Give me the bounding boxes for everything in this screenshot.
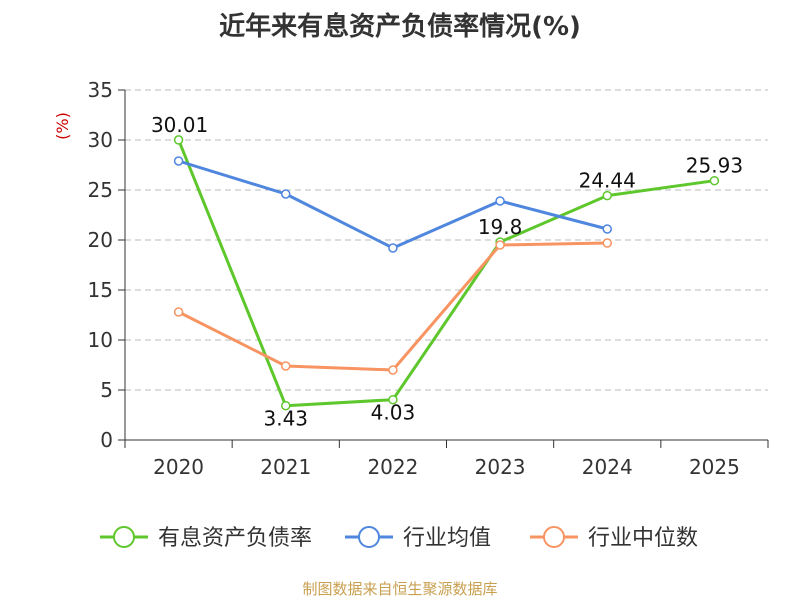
- x-tick-label: 2023: [475, 455, 526, 479]
- y-tick-label: 0: [100, 428, 113, 452]
- grid-lines: [125, 89, 768, 391]
- data-point: [281, 361, 291, 371]
- data-label: 19.8: [478, 215, 523, 239]
- data-label: 25.93: [686, 154, 743, 178]
- legend-label: 行业中位数: [588, 526, 698, 551]
- data-label: 4.03: [371, 401, 416, 425]
- data-point: [173, 307, 184, 317]
- series-lines: [173, 135, 720, 411]
- legend-label: 行业均值: [403, 526, 491, 551]
- data-point: [388, 365, 398, 375]
- data-labels: 30.01 3.43 4.03 19.8 24.44 25.93: [151, 113, 743, 431]
- legend-marker: [113, 526, 135, 548]
- data-point: [388, 394, 398, 405]
- x-tick-label: 2024: [582, 455, 633, 479]
- data-point: [173, 156, 184, 166]
- y-tick-label: 10: [88, 328, 113, 352]
- data-point: [281, 189, 291, 199]
- data-label: 30.01: [151, 113, 208, 137]
- x-tick-label: 2021: [260, 455, 311, 479]
- y-tick-label: 35: [88, 78, 113, 102]
- data-point: [173, 135, 184, 145]
- data-label: 24.44: [579, 169, 636, 193]
- data-point: [709, 175, 720, 186]
- series-line: [177, 241, 608, 372]
- legend-marker: [358, 526, 380, 548]
- x-tick-label: 2022: [367, 455, 418, 479]
- data-point: [388, 243, 398, 253]
- y-tick-label: 15: [88, 278, 113, 302]
- y-axis-label: (%): [53, 112, 72, 140]
- data-point: [602, 224, 612, 234]
- x-tick-label: 2020: [153, 455, 204, 479]
- source-note: 制图数据来自恒生聚源数据库: [302, 580, 498, 598]
- data-point: [495, 196, 505, 206]
- series-line: [178, 159, 608, 250]
- y-tick-label: 5: [100, 378, 113, 402]
- data-point: [602, 190, 612, 201]
- data-point: [495, 240, 505, 250]
- legend-marker: [543, 526, 565, 548]
- data-point: [281, 400, 291, 411]
- y-tick-label: 25: [88, 178, 113, 202]
- data-label: 3.43: [263, 407, 308, 431]
- legend-label: 有息资产负债率: [158, 526, 312, 551]
- x-tick-label: 2025: [689, 455, 740, 479]
- legend: 有息资产负债率 行业均值 行业中位数: [100, 526, 698, 551]
- data-point: [602, 238, 612, 248]
- y-tick-label: 30: [88, 128, 113, 152]
- y-tick-label: 20: [88, 228, 113, 252]
- chart-title: 近年来有息资产负债率情况(%): [219, 12, 581, 42]
- series-line: [177, 139, 715, 408]
